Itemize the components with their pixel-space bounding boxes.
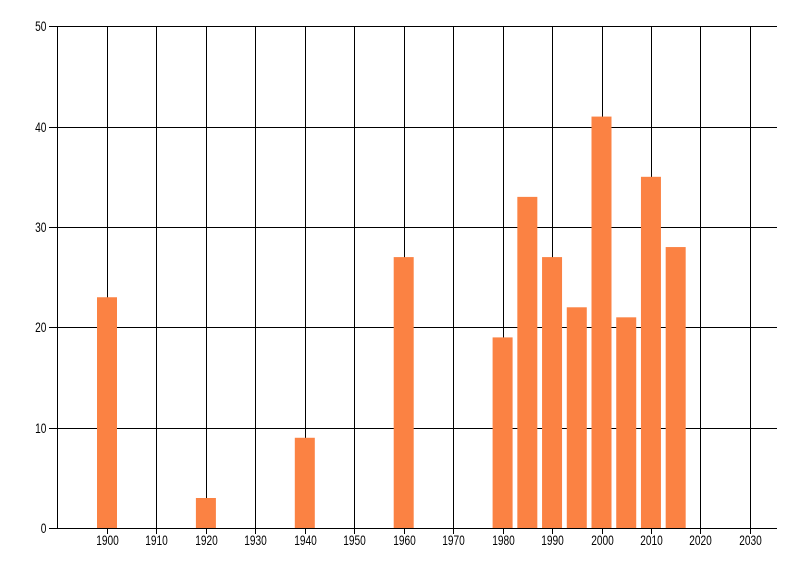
- svg-text:10: 10: [35, 421, 46, 436]
- svg-text:40: 40: [35, 120, 46, 135]
- svg-text:2010: 2010: [640, 533, 663, 548]
- svg-text:1990: 1990: [541, 533, 564, 548]
- svg-text:1950: 1950: [343, 533, 366, 548]
- svg-text:1960: 1960: [393, 533, 416, 548]
- svg-text:30: 30: [35, 220, 46, 235]
- svg-text:1910: 1910: [145, 533, 168, 548]
- svg-text:1930: 1930: [244, 533, 267, 548]
- svg-text:20: 20: [35, 320, 46, 335]
- svg-text:2030: 2030: [739, 533, 762, 548]
- svg-text:50: 50: [35, 19, 46, 34]
- svg-text:1940: 1940: [294, 533, 317, 548]
- svg-text:2020: 2020: [689, 533, 712, 548]
- svg-text:1970: 1970: [442, 533, 465, 548]
- svg-text:1920: 1920: [195, 533, 218, 548]
- svg-text:2000: 2000: [591, 533, 614, 548]
- svg-text:0: 0: [41, 521, 47, 536]
- svg-text:1900: 1900: [96, 533, 119, 548]
- svg-text:1980: 1980: [492, 533, 515, 548]
